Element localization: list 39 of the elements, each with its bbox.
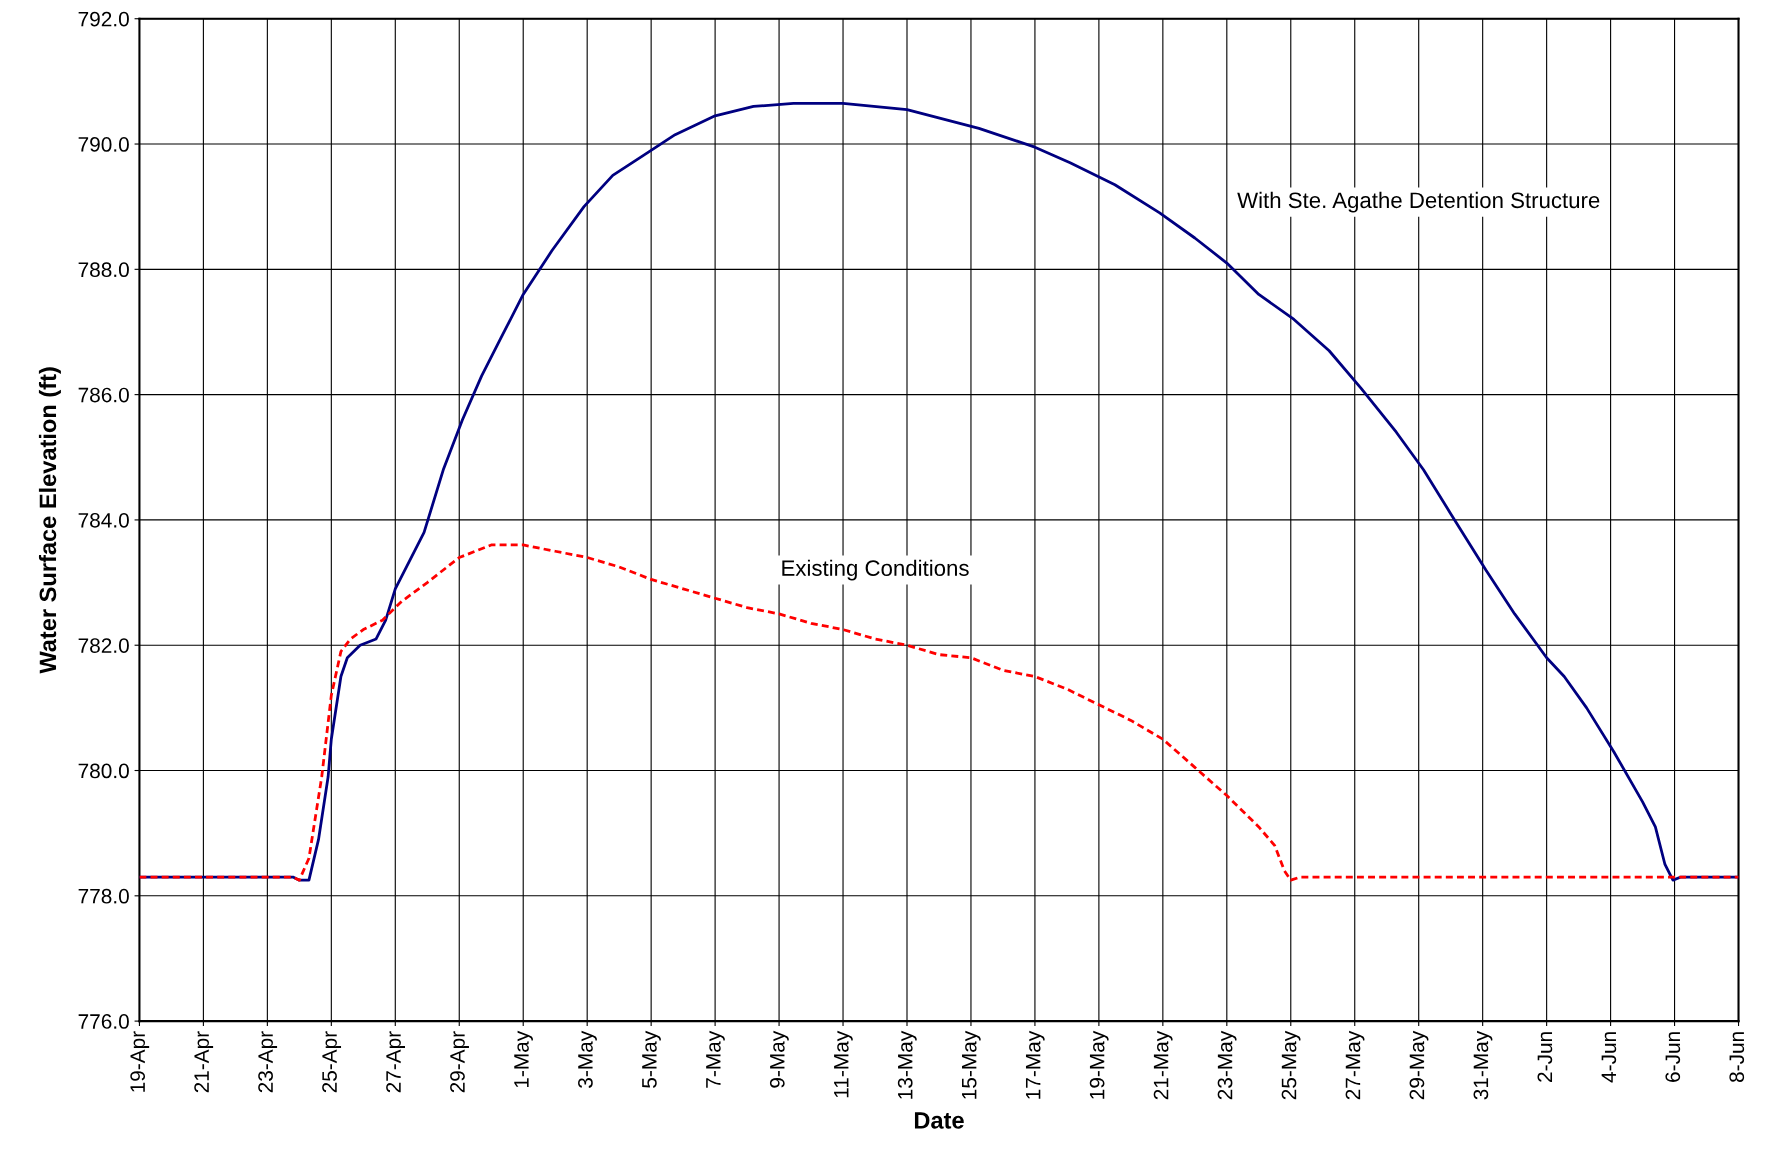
- x-tick-label: 19-May: [1089, 1030, 1109, 1099]
- y-tick-label: 784.0: [78, 512, 129, 528]
- x-tick-label: 27-Apr: [386, 1031, 405, 1093]
- y-tick-label: 778.0: [78, 888, 129, 904]
- y-tick-label: 788.0: [78, 262, 129, 278]
- x-tick-label: 6-Jun: [1665, 1032, 1681, 1082]
- y-tick-label: 790.0: [78, 137, 129, 152]
- x-tick-label: 13-May: [897, 1030, 917, 1099]
- x-tick-label: 3-May: [578, 1030, 597, 1088]
- x-tick-label: 2-Jun: [1537, 1032, 1553, 1082]
- x-tick-label: 31-May: [1473, 1030, 1493, 1100]
- x-tick-label: 27-May: [1345, 1030, 1365, 1100]
- x-tick-label: 7-May: [706, 1030, 725, 1088]
- y-tick-label: 776.0: [78, 1014, 129, 1029]
- y-tick-label: 792.0: [78, 11, 129, 27]
- x-tick-label: 23-May: [1217, 1030, 1237, 1100]
- x-tick-label: 9-May: [769, 1030, 789, 1088]
- y-tick-label: 780.0: [78, 763, 129, 779]
- x-tick-label: 19-Apr: [130, 1031, 150, 1092]
- x-tick-label: 17-May: [1025, 1030, 1045, 1099]
- x-tick-label: 1-May: [514, 1030, 533, 1088]
- x-axis-title: Date: [914, 1112, 964, 1129]
- x-tick-label: 21-Apr: [194, 1031, 214, 1093]
- y-axis-title: Water Surface Elevation (ft): [38, 367, 61, 674]
- text: With Ste. Agathe Detention Structure: [1237, 191, 1600, 213]
- x-tick-label: 25-May: [1281, 1030, 1301, 1100]
- x-tick-label: 25-Apr: [322, 1031, 342, 1093]
- x-tick-label: 11-May: [834, 1030, 853, 1098]
- series-label: Existing Conditions: [782, 559, 969, 581]
- x-tick-label: 29-Apr: [450, 1031, 469, 1093]
- x-tick-label: 8-Jun: [1729, 1032, 1745, 1083]
- y-tick-label: 786.0: [78, 387, 129, 403]
- x-tick-label: 21-May: [1153, 1030, 1173, 1100]
- x-tick-label: 23-Apr: [258, 1031, 278, 1093]
- x-tick-label: 15-May: [962, 1030, 981, 1099]
- x-tick-label: 29-May: [1409, 1030, 1429, 1100]
- y-tick-label: 782.0: [78, 638, 129, 653]
- x-tick-label: 4-Jun: [1601, 1032, 1617, 1083]
- x-tick-label: 5-May: [642, 1030, 661, 1088]
